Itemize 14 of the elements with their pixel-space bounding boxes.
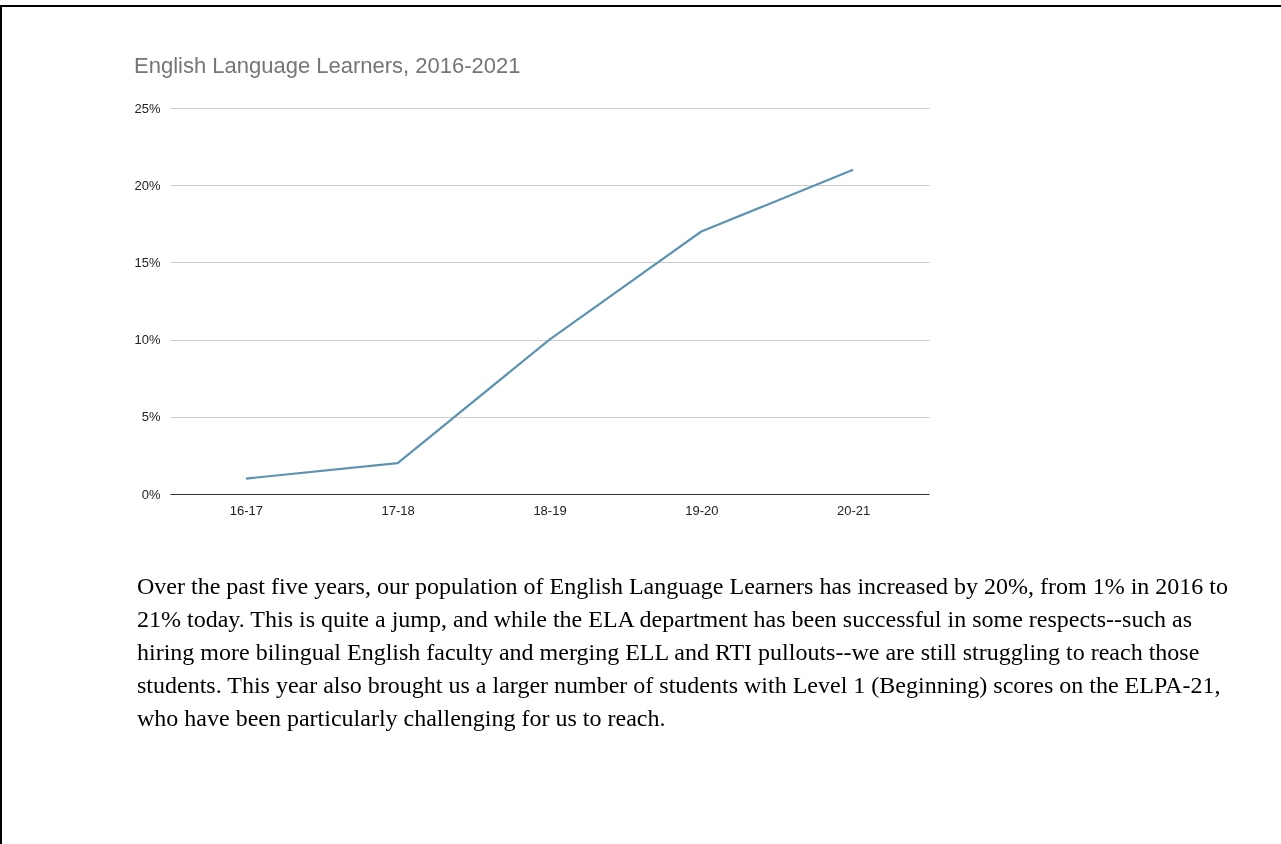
line-series <box>244 168 855 480</box>
x-tick-label: 18-19 <box>533 502 567 518</box>
text: Over the past five years, our population of English Language Learners has increased by 20%, from 1% in 2016 to 21% today. This is quite a jump, and while the ELA department has been successful in some respects--such as hiring more bilingual English faculty and merging ELL and RTI pullouts--we are still struggling to reach those students. This year also brought us a larger number of students with Level 1 (Beginning) scores on the ELPA-21, who have been particularly challenging for us to reach. <box>137 572 1229 733</box>
y-tick-label: 25% <box>134 100 161 116</box>
x-tick-label: 17-18 <box>381 502 415 518</box>
y-tick-label: 15% <box>134 254 161 270</box>
y-tick-label: 5% <box>141 409 161 425</box>
chart-title: English Language Learners, 2016-2021 <box>133 53 521 78</box>
x-tick-label: 19-20 <box>685 502 719 518</box>
y-tick-label: 10% <box>134 332 161 348</box>
x-tick-label: 20-21 <box>836 502 871 518</box>
y-tick-label: 20% <box>134 177 161 193</box>
y-tick-label: 0% <box>141 486 161 502</box>
x-tick-label: 16-17 <box>229 502 264 518</box>
